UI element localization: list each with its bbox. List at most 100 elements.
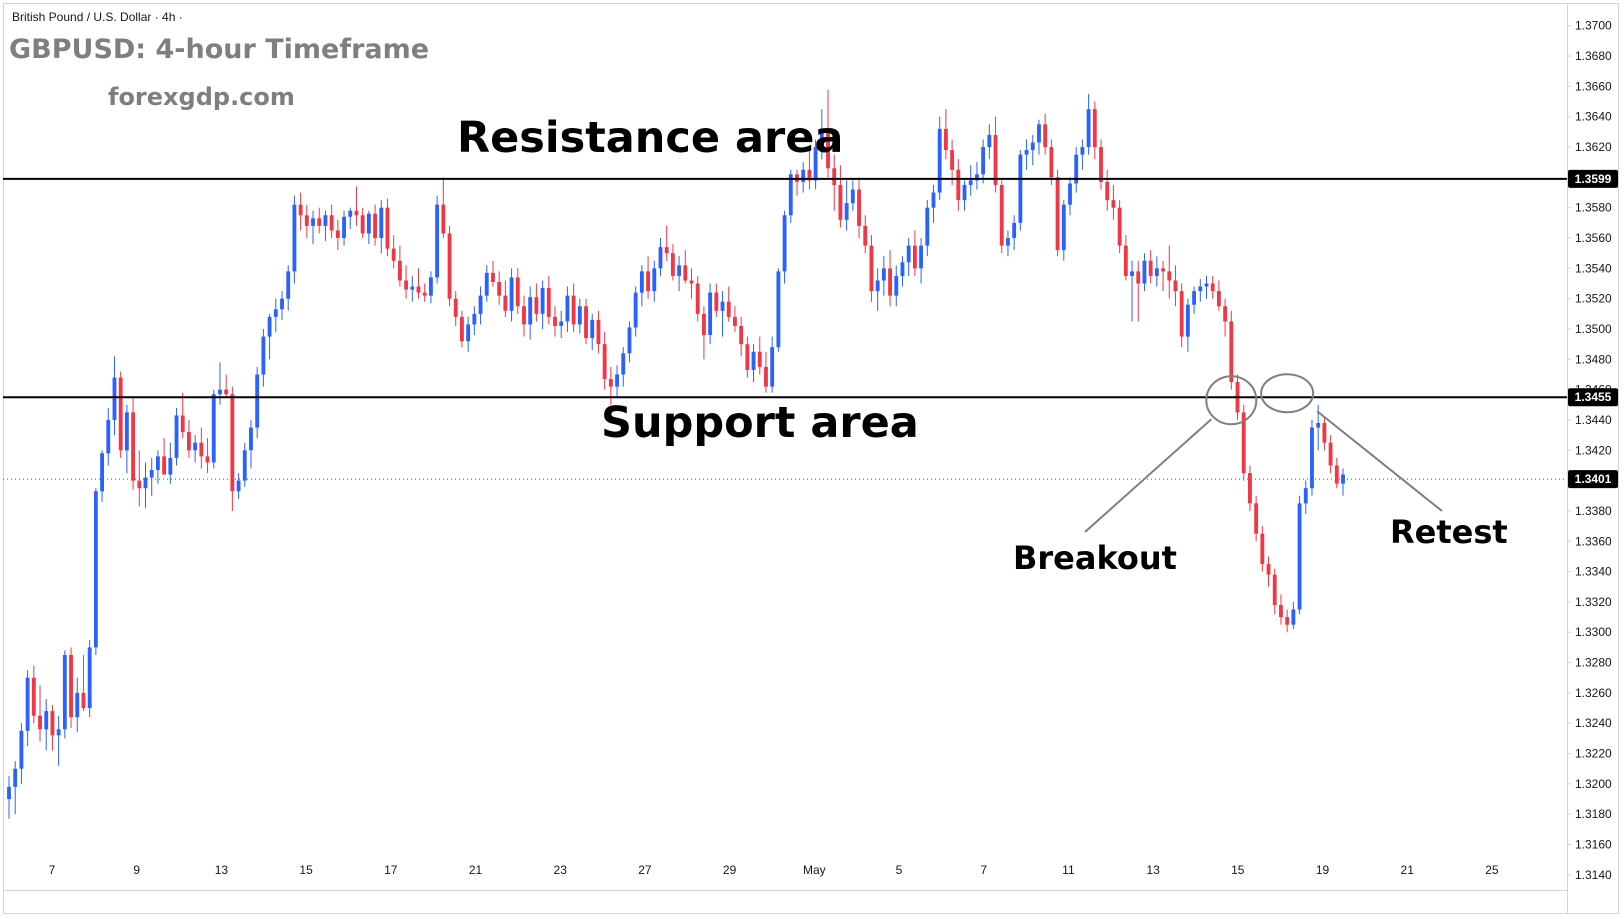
candle-body: [844, 203, 849, 220]
candle: [943, 109, 948, 160]
candle-body: [1055, 177, 1060, 251]
candle-body: [1006, 238, 1010, 246]
candle-body: [937, 128, 942, 193]
candle: [999, 180, 1004, 254]
candle: [335, 219, 340, 251]
candle-body: [460, 316, 464, 342]
y-tick-label: 1.3620: [1575, 140, 1612, 154]
candle: [621, 347, 626, 387]
candle: [453, 291, 458, 326]
candle-body: [1185, 304, 1190, 337]
candle: [466, 316, 471, 352]
candle-body: [50, 711, 55, 736]
candle-body: [1068, 183, 1072, 205]
candle-body: [224, 389, 229, 395]
candle: [1179, 283, 1184, 348]
candle-body: [391, 248, 396, 261]
y-tick-label: 1.3540: [1575, 261, 1612, 275]
candle-body: [1297, 503, 1302, 610]
candle: [441, 177, 446, 239]
candle: [888, 250, 892, 307]
candle: [131, 397, 136, 490]
candle-body: [999, 184, 1004, 246]
candle: [174, 407, 179, 466]
candle: [168, 442, 173, 484]
candle: [788, 169, 793, 223]
candle: [1006, 230, 1010, 257]
candle: [1248, 465, 1252, 511]
candle-body: [124, 412, 129, 451]
breakout-circle: [1205, 375, 1258, 426]
last-price-label: 1.3401: [1568, 470, 1618, 489]
candle-body: [106, 419, 111, 454]
candle-body: [1316, 422, 1321, 428]
candle-body: [577, 306, 582, 325]
candle: [912, 230, 917, 276]
candle-body: [639, 271, 644, 293]
candle: [906, 238, 911, 276]
candle: [379, 200, 384, 254]
candle: [776, 268, 781, 352]
candle: [1142, 253, 1147, 292]
candle-body: [888, 268, 892, 296]
candle: [100, 450, 104, 502]
chart-frame: [3, 3, 1619, 914]
candle: [1192, 286, 1197, 314]
candle: [844, 180, 849, 231]
candle-body: [975, 174, 979, 181]
candle-body: [695, 283, 700, 314]
candle-body: [205, 456, 210, 463]
candle: [422, 283, 427, 302]
candle-body: [38, 715, 42, 730]
y-tick-label: 1.3660: [1575, 79, 1612, 93]
candle: [1198, 278, 1203, 302]
candle: [1130, 260, 1134, 322]
candle: [435, 195, 440, 284]
candle-body: [56, 729, 61, 736]
candle-body: [764, 366, 768, 387]
y-tick-label: 1.3520: [1575, 292, 1612, 306]
candle-body: [1111, 200, 1116, 208]
candle-body: [813, 147, 818, 181]
candle-body: [962, 184, 967, 201]
y-tick-label: 1.3580: [1575, 201, 1612, 215]
candle: [273, 298, 278, 333]
x-tick-label: 15: [299, 863, 313, 877]
candle: [1241, 404, 1246, 481]
candle: [559, 310, 564, 339]
candle: [261, 328, 266, 387]
candle-body: [1334, 465, 1339, 484]
candle-body: [559, 321, 564, 326]
candle: [515, 268, 520, 314]
candle: [255, 366, 260, 439]
candle: [1254, 495, 1259, 542]
candle: [31, 665, 36, 724]
candle-body: [81, 692, 86, 709]
candle: [565, 286, 570, 333]
candle: [1018, 150, 1023, 231]
candle: [484, 265, 489, 302]
candle: [1012, 215, 1017, 251]
candle-body: [199, 442, 204, 457]
y-tick-label: 1.3240: [1575, 716, 1612, 730]
candle: [267, 313, 272, 360]
candle-body: [782, 215, 787, 272]
support-price-text: 1.3455: [1575, 390, 1612, 404]
candle: [608, 366, 613, 405]
candle: [813, 139, 818, 190]
symbol-label: British Pound / U.S. Dollar · 4h ·: [12, 10, 183, 24]
candle-body: [1049, 147, 1054, 178]
candle-body: [1136, 271, 1141, 284]
candle-body: [280, 298, 284, 310]
candle-body: [522, 306, 526, 325]
candle: [664, 225, 669, 261]
candle-body: [863, 225, 868, 246]
candle: [50, 705, 55, 751]
candle: [1167, 245, 1172, 299]
candle: [745, 336, 750, 378]
candle: [187, 419, 191, 458]
candle-body: [323, 215, 328, 226]
candle-body: [528, 297, 533, 325]
candle: [7, 776, 11, 819]
candle-body: [627, 327, 632, 354]
